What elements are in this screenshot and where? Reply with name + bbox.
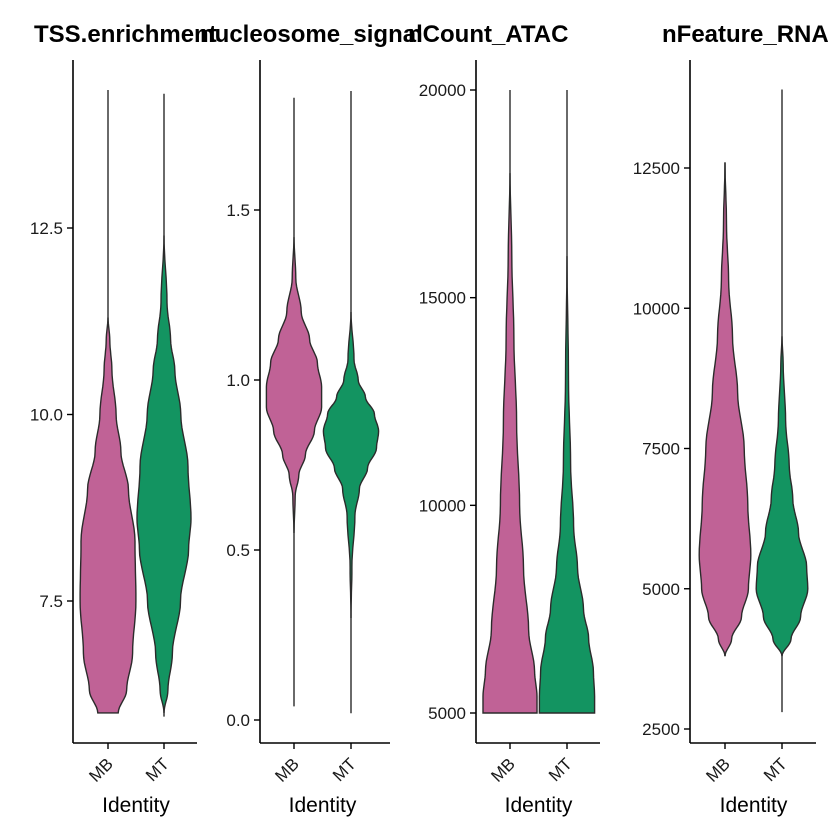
panel-title: nCount_ATAC — [408, 21, 568, 48]
y-tick-label: 10.0 — [30, 406, 63, 425]
y-tick-label: 10000 — [633, 299, 680, 318]
y-tick-label: 7500 — [642, 440, 680, 459]
x-tick-label: MT — [760, 754, 791, 785]
x-tick-label: MB — [702, 754, 733, 785]
y-tick-label: 5000 — [642, 580, 680, 599]
violin-mb — [698, 162, 752, 657]
panel-1: nucleosome_signal 0.0 0.5 1.0 1.5 MB MT Identit… — [200, 21, 423, 817]
violin-mb — [482, 173, 538, 714]
y-tick-label: 10000 — [419, 496, 466, 515]
x-axis-label: Identity — [102, 794, 170, 817]
x-tick-label: MB — [271, 754, 302, 785]
y-tick-label: 2500 — [642, 720, 680, 739]
x-tick-label: MT — [142, 754, 173, 785]
violin-mt — [538, 256, 596, 714]
violin-mb — [79, 317, 137, 714]
panel-0: TSS.enrichment 7.5 10.0 12.5 MB MT Identity — [30, 21, 217, 817]
y-tick-label: 12.5 — [30, 219, 63, 238]
x-axis-label: Identity — [289, 794, 357, 817]
panel-3: nFeature_RNA 2500 5000 7500 10000 12500 MB MT Id… — [633, 21, 829, 817]
x-axis-label: Identity — [720, 794, 788, 817]
x-tick-label: MB — [85, 754, 116, 785]
x-tick-label: MB — [487, 754, 518, 785]
x-axis-label: Identity — [505, 794, 573, 817]
y-tick-label: 12500 — [633, 159, 680, 178]
y-tick-label: 5000 — [428, 704, 466, 723]
panel-2: nCount_ATAC 5000 10000 15000 20000 MB MT Identi… — [408, 21, 600, 817]
y-tick-label: 1.5 — [226, 201, 250, 220]
violin-mt — [136, 235, 192, 713]
y-tick-label: 20000 — [419, 81, 466, 100]
y-tick-label: 1.0 — [226, 371, 250, 390]
y-tick-label: 15000 — [419, 289, 466, 308]
panel-title: nucleosome_signal — [200, 21, 423, 48]
y-tick-label: 0.0 — [226, 711, 250, 730]
violin-mt — [755, 336, 809, 657]
violin-mt — [322, 311, 380, 618]
x-tick-label: MT — [545, 754, 576, 785]
x-tick-label: MT — [329, 754, 360, 785]
y-tick-label: 0.5 — [226, 541, 250, 560]
panel-title: TSS.enrichment — [34, 21, 217, 48]
y-tick-label: 7.5 — [39, 592, 63, 611]
violin-mb — [265, 237, 323, 534]
panel-title: nFeature_RNA — [662, 21, 829, 48]
